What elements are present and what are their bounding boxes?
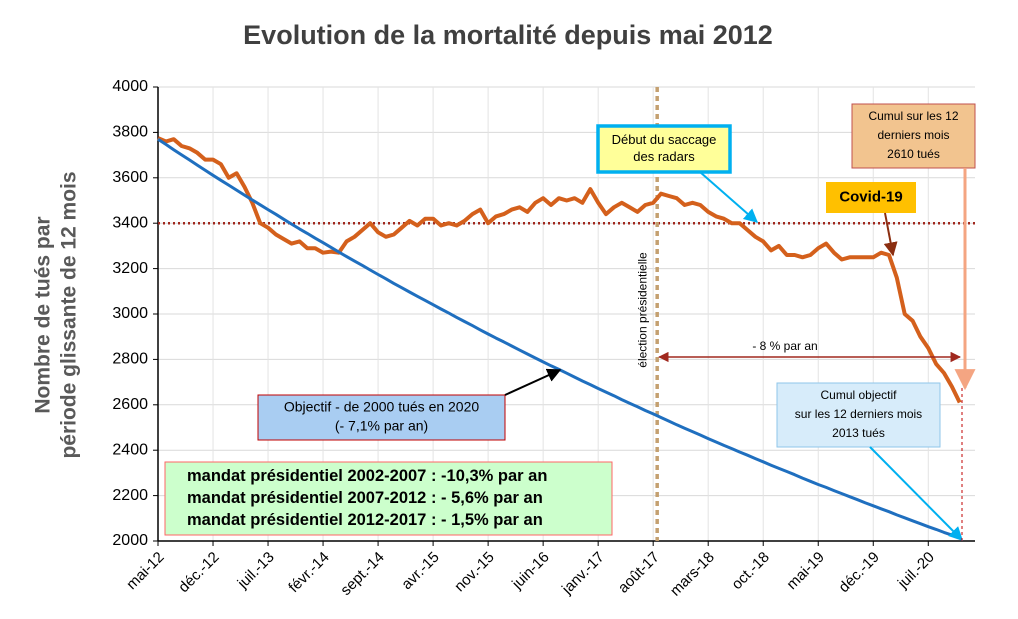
x-tick-label: nov.-15 <box>451 549 498 596</box>
y-tick-label: 2600 <box>112 396 148 413</box>
annotation-text: Cumul objectif <box>820 388 897 402</box>
y-tick-label: 3000 <box>112 305 148 322</box>
annotation-text: (- 7,1% par an) <box>335 418 428 434</box>
y-tick-label: 2400 <box>112 441 148 458</box>
annotation-arrow <box>869 446 963 541</box>
x-tick-label: janv.-17 <box>558 549 608 599</box>
y-axis-label: Nombre de tués par <box>32 216 55 413</box>
annotation-text: mandat présidentiel 2002-2007 : -10,3% p… <box>187 467 547 485</box>
chart-title: Evolution de la mortalité depuis mai 201… <box>243 20 773 50</box>
x-tick-label: févr.-14 <box>285 549 332 596</box>
x-tick-label: avr.-15 <box>398 549 442 593</box>
annotation-box <box>826 182 916 213</box>
x-tick-label: juin-16 <box>508 549 553 594</box>
y-tick-label: 3200 <box>112 260 148 277</box>
annotation-text: mandat présidentiel 2007-2012 : - 5,6% p… <box>187 489 543 507</box>
annotation-text: Cumul sur les 12 <box>868 109 958 123</box>
annotation-text: 2013 tués <box>832 426 885 440</box>
annotation-box <box>164 461 613 536</box>
series-line <box>157 136 962 404</box>
y-tick-label: 2000 <box>112 532 148 549</box>
y-tick-label: 3400 <box>112 214 148 231</box>
annotation-box <box>776 382 941 448</box>
x-tick-label: oct.-18 <box>728 549 772 593</box>
annotation-text: des radars <box>633 149 695 164</box>
y-tick-label: 3800 <box>112 124 148 141</box>
annotation-text: mandat présidentiel 2012-2017 : - 1,5% p… <box>187 511 543 529</box>
annotation-text: 2610 tués <box>887 147 940 161</box>
y-axis-label: période glissante de 12 mois <box>58 171 81 458</box>
annotation-text: sur les 12 derniers mois <box>795 407 922 421</box>
annotation-text: Objectif - de 2000 tués en 2020 <box>284 399 480 415</box>
annotation-box <box>257 394 506 441</box>
x-tick-label: mai-12 <box>123 549 167 593</box>
annotation-text: élection présidentielle <box>635 252 649 368</box>
annotation-text: Covid-19 <box>839 188 902 205</box>
annotation-box <box>851 103 976 169</box>
y-tick-label: 3600 <box>112 169 148 186</box>
y-tick-label: 2200 <box>112 487 148 504</box>
annotation-arrow <box>883 212 898 257</box>
annotation-arrow <box>504 368 562 396</box>
y-tick-label: 2800 <box>112 351 148 368</box>
annotation-text: Début du saccage <box>612 132 717 147</box>
x-tick-label: sept.-14 <box>337 549 387 599</box>
annotation-arrow <box>699 171 759 223</box>
y-tick-label: 4000 <box>112 78 148 95</box>
annotation-box <box>596 124 732 174</box>
x-tick-label: juil.-13 <box>234 549 278 593</box>
x-tick-label: août-17 <box>615 549 663 597</box>
x-tick-label: juil.-20 <box>894 549 938 593</box>
x-tick-label: mars-18 <box>667 549 718 600</box>
x-tick-label: déc.-12 <box>175 549 222 596</box>
x-tick-label: mai-19 <box>783 549 827 593</box>
annotation-text: derniers mois <box>877 128 949 142</box>
annotation-text: - 8 % par an <box>752 339 817 353</box>
x-tick-label: déc.-19 <box>835 549 882 596</box>
